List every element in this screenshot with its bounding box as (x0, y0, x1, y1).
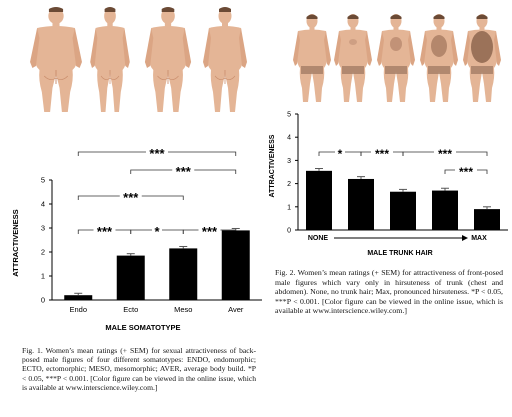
fig1-body-figures (29, 6, 248, 113)
fig1-figure-meso (144, 6, 192, 113)
fig1-y-tick-label: 0 (41, 296, 45, 305)
fig1-significance-bracket: *** (77, 146, 237, 161)
fig2-x-axis-title: MALE TRUNK HAIR (367, 250, 432, 257)
fig2-bar (306, 170, 332, 230)
fig1-significance-label: *** (149, 146, 165, 161)
fig2-y-tick-label: 5 (287, 112, 291, 119)
fig2-figure-3 (377, 14, 415, 102)
fig2-significance-label: *** (438, 147, 452, 161)
fig2-body-figures (293, 14, 501, 102)
fig2-y-tick-label: 1 (287, 204, 291, 211)
fig2-bar (390, 191, 416, 230)
fig2-figure-4 (420, 14, 458, 102)
fig2-x-right-label: MAX (471, 235, 487, 242)
fig1-figure-aver (202, 6, 248, 113)
fig1-y-tick-label: 4 (41, 200, 45, 209)
fig1-y-tick-label: 3 (41, 224, 45, 233)
fig1-figure-endo (29, 6, 83, 113)
fig2-significance-bracket: *** (402, 147, 488, 161)
fig1-figure-ecto (89, 6, 131, 113)
fig1-caption-text: Fig. 1. Women’s mean ratings (+ SEM) for… (22, 346, 256, 392)
fig2-caption-text: Fig. 2. Women’s mean ratings (+ SEM) for… (275, 268, 503, 316)
fig2-significance-label: * (338, 147, 343, 161)
fig1-y-tick-label: 1 (41, 272, 45, 281)
fig1-significance-label: *** (97, 224, 113, 239)
fig2-caption: Fig. 2. Women’s mean ratings (+ SEM) for… (275, 268, 503, 316)
fig1-bar (221, 230, 250, 300)
fig1-x-tick-label: Ecto (123, 305, 138, 314)
fig1-significance-label: *** (123, 190, 139, 205)
fig2-significance-label: *** (459, 165, 473, 179)
fig1-significance-bracket: *** (77, 224, 132, 239)
fig2-figure-2 (334, 14, 372, 102)
fig2-figure-5 (463, 14, 501, 102)
fig2-bar (348, 178, 374, 230)
fig2-figure-1 (293, 14, 331, 102)
fig2-significance-label: *** (375, 147, 389, 161)
fig2-significance-bracket: *** (360, 147, 404, 161)
fig2-y-axis-title: ATTRACTIVENESS (269, 134, 276, 197)
fig1-caption: Fig. 1. Women’s mean ratings (+ SEM) for… (22, 346, 256, 392)
fig2-bar (432, 190, 458, 230)
fig1-significance-label: *** (202, 224, 218, 239)
fig2-bar (474, 209, 500, 230)
fig1-bar (169, 248, 198, 300)
fig2-y-tick-label: 4 (287, 135, 291, 142)
fig1-x-tick-label: Endo (69, 305, 87, 314)
fig2-significance-bracket: *** (444, 165, 488, 179)
fig1-significance-bracket: *** (77, 190, 184, 205)
fig1-significance-label: * (154, 224, 160, 239)
fig1-x-tick-label: Aver (228, 305, 244, 314)
fig1-y-axis-title: ATTRACTIVENESS (11, 209, 20, 276)
fig1-significance-bracket: *** (130, 164, 237, 179)
fig2-y-tick-label: 0 (287, 228, 291, 235)
fig1-significance-bracket: * (130, 224, 184, 239)
fig1-x-axis-title: MALE SOMATOTYPE (105, 323, 180, 332)
fig1-bar (64, 295, 93, 300)
fig2-y-tick-label: 3 (287, 158, 291, 165)
fig2-significance-bracket: * (318, 147, 362, 161)
fig1-x-tick-label: Meso (174, 305, 192, 314)
fig1-bar (116, 255, 145, 300)
fig2-x-left-label: NONE (308, 235, 329, 242)
fig1-y-tick-label: 5 (41, 176, 45, 185)
fig1-significance-label: *** (176, 164, 192, 179)
fig2-y-tick-label: 2 (287, 181, 291, 188)
fig2-x-arrowhead (462, 235, 468, 241)
fig1-y-tick-label: 2 (41, 248, 45, 257)
